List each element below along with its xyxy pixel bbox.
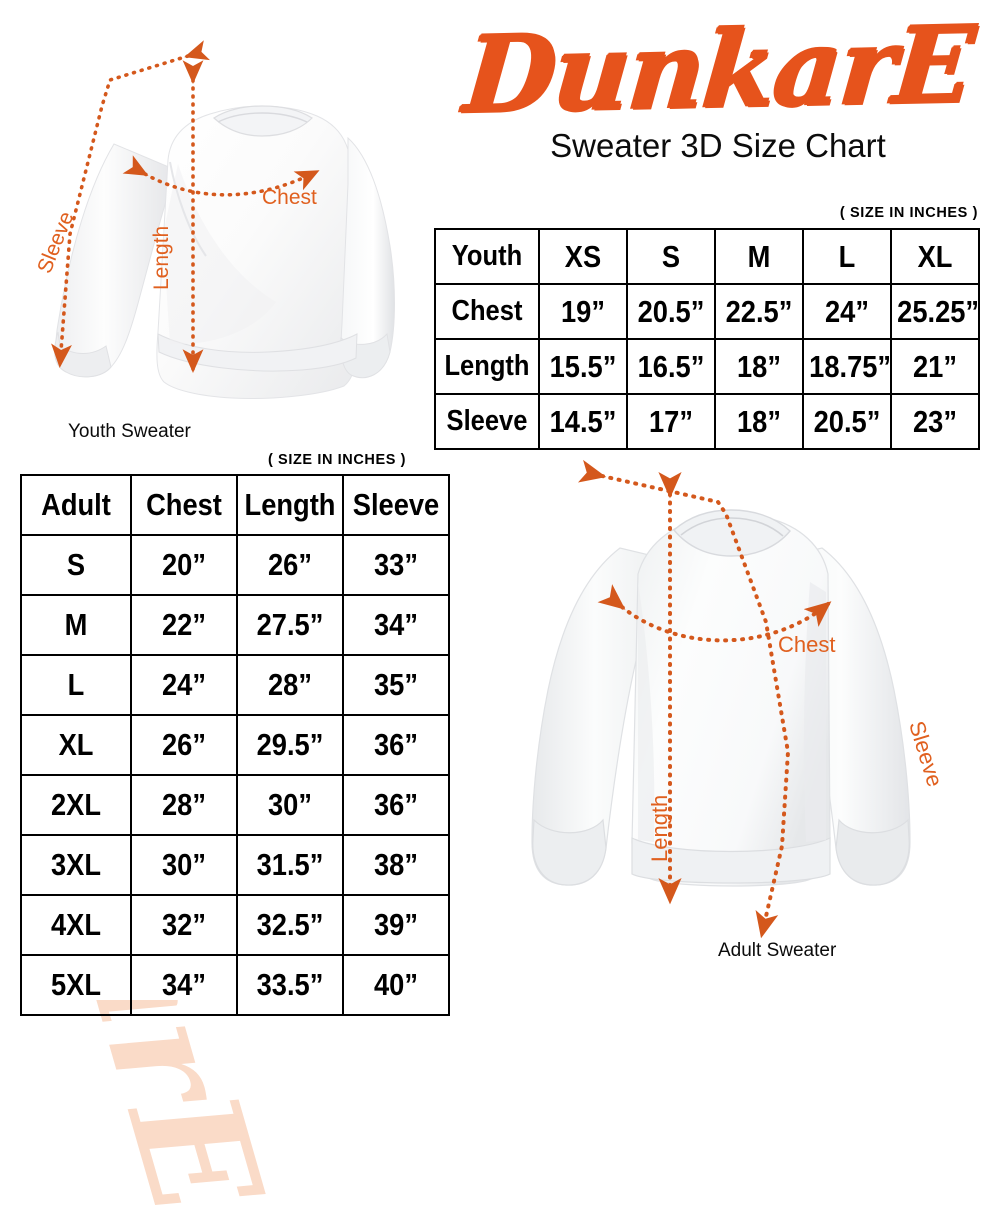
youth-length-xs: 15.5” — [543, 338, 623, 395]
adult-length-2xl: 30” — [242, 774, 338, 836]
adult-row-label-3xl: 3XL — [26, 834, 126, 896]
units-note-adult: ( SIZE IN INCHES ) — [268, 452, 407, 468]
youth-sweater-illustration — [18, 34, 418, 404]
table-row: Length 15.5” 16.5” 18” 18.75” 21” — [435, 338, 979, 395]
youth-sleeve-l: 20.5” — [807, 393, 887, 450]
youth-row-label-length: Length — [440, 338, 534, 395]
youth-header-s: S — [631, 228, 711, 285]
brand-logo: DunkarE — [459, 1, 977, 137]
adult-sweater-caption: Adult Sweater — [718, 940, 837, 961]
table-row: Chest 19” 20.5” 22.5” 24” 25.25” — [435, 283, 979, 340]
youth-header-xl: XL — [895, 228, 975, 285]
adult-sweater-svg — [531, 459, 911, 939]
adult-header-label: Adult — [26, 474, 126, 536]
youth-chest-xl: 25.25” — [895, 283, 979, 340]
youth-length-m: 18” — [719, 338, 799, 395]
table-row: XL 26” 29.5” 36” — [21, 714, 449, 776]
table-row-header: Adult Chest Length Sleeve — [21, 474, 449, 536]
adult-header-sleeve: Sleeve — [348, 474, 444, 536]
adult-chest-2xl: 28” — [136, 774, 232, 836]
adult-length-m: 27.5” — [242, 594, 338, 656]
adult-chest-s: 20” — [136, 534, 232, 596]
adult-chest-4xl: 32” — [136, 894, 232, 956]
adult-row-label-2xl: 2XL — [26, 774, 126, 836]
adult-sweater-illustration — [470, 452, 990, 952]
table-row: 2XL 28” 30” 36” — [21, 774, 449, 836]
youth-header-l: L — [807, 228, 887, 285]
adult-row-label-4xl: 4XL — [26, 894, 126, 956]
adult-row-label-xl: XL — [26, 714, 126, 776]
adult-chest-l: 24” — [136, 654, 232, 716]
units-note-youth: ( SIZE IN INCHES ) — [839, 205, 978, 221]
youth-header-xs: XS — [543, 228, 623, 285]
youth-sleeve-m: 18” — [719, 393, 799, 450]
table-row: 3XL 30” 31.5” 38” — [21, 834, 449, 896]
adult-length-5xl: 33.5” — [242, 954, 338, 1016]
youth-sleeve-s: 17” — [631, 393, 711, 450]
adult-length-3xl: 31.5” — [242, 834, 338, 896]
youth-chest-xs: 19” — [543, 283, 623, 340]
youth-sweater-svg — [51, 40, 395, 399]
brand-header: DunkarE Sweater 3D Size Chart — [448, 2, 988, 165]
adult-header-chest: Chest — [136, 474, 232, 536]
youth-length-l: 18.75” — [807, 338, 891, 395]
adult-sleeve-4xl: 39” — [348, 894, 444, 956]
adult-size-table-wrap: Adult Chest Length Sleeve S 20” 26” 33” … — [20, 474, 450, 1016]
adult-length-l: 28” — [242, 654, 338, 716]
adult-chest-xl: 26” — [136, 714, 232, 776]
youth-size-table: Youth XS S M L XL Chest 19” 20.5” 22.5” … — [434, 228, 980, 450]
adult-length-s: 26” — [242, 534, 338, 596]
table-row: 4XL 32” 32.5” 39” — [21, 894, 449, 956]
adult-size-table: Adult Chest Length Sleeve S 20” 26” 33” … — [20, 474, 450, 1016]
adult-chest-5xl: 34” — [136, 954, 232, 1016]
table-row: Sleeve 14.5” 17” 18” 20.5” 23” — [435, 393, 979, 450]
page-title: Sweater 3D Size Chart — [550, 126, 886, 164]
youth-sleeve-xl: 23” — [895, 393, 975, 450]
adult-chest-m: 22” — [136, 594, 232, 656]
youth-row-label-chest: Chest — [440, 283, 534, 340]
adult-length-4xl: 32.5” — [242, 894, 338, 956]
adult-header-length: Length — [242, 474, 338, 536]
adult-sleeve-5xl: 40” — [348, 954, 444, 1016]
adult-row-label-l: L — [26, 654, 126, 716]
youth-sleeve-xs: 14.5” — [543, 393, 623, 450]
youth-header-m: M — [719, 228, 799, 285]
adult-chest-3xl: 30” — [136, 834, 232, 896]
table-row-header: Youth XS S M L XL — [435, 228, 979, 285]
youth-length-xl: 21” — [895, 338, 975, 395]
adult-sleeve-m: 34” — [348, 594, 444, 656]
adult-sleeve-arrow — [577, 459, 791, 939]
adult-row-label-5xl: 5XL — [26, 954, 126, 1016]
adult-sleeve-s: 33” — [348, 534, 444, 596]
table-row: S 20” 26” 33” — [21, 534, 449, 596]
adult-sleeve-l: 35” — [348, 654, 444, 716]
adult-row-label-m: M — [26, 594, 126, 656]
adult-length-xl: 29.5” — [242, 714, 338, 776]
adult-sleeve-xl: 36” — [348, 714, 444, 776]
youth-sleeve-arrow — [51, 40, 210, 368]
table-row: M 22” 27.5” 34” — [21, 594, 449, 656]
adult-sleeve-2xl: 36” — [348, 774, 444, 836]
youth-row-label-sleeve: Sleeve — [440, 393, 534, 450]
youth-header-label: Youth — [440, 228, 534, 285]
adult-sleeve-3xl: 38” — [348, 834, 444, 896]
youth-chest-m: 22.5” — [719, 283, 799, 340]
table-row: 5XL 34” 33.5” 40” — [21, 954, 449, 1016]
youth-chest-l: 24” — [807, 283, 887, 340]
adult-row-label-s: S — [26, 534, 126, 596]
youth-size-table-wrap: Youth XS S M L XL Chest 19” 20.5” 22.5” … — [434, 228, 980, 450]
youth-chest-s: 20.5” — [631, 283, 711, 340]
youth-length-s: 16.5” — [631, 338, 711, 395]
youth-sweater-caption: Youth Sweater — [68, 421, 191, 442]
table-row: L 24” 28” 35” — [21, 654, 449, 716]
